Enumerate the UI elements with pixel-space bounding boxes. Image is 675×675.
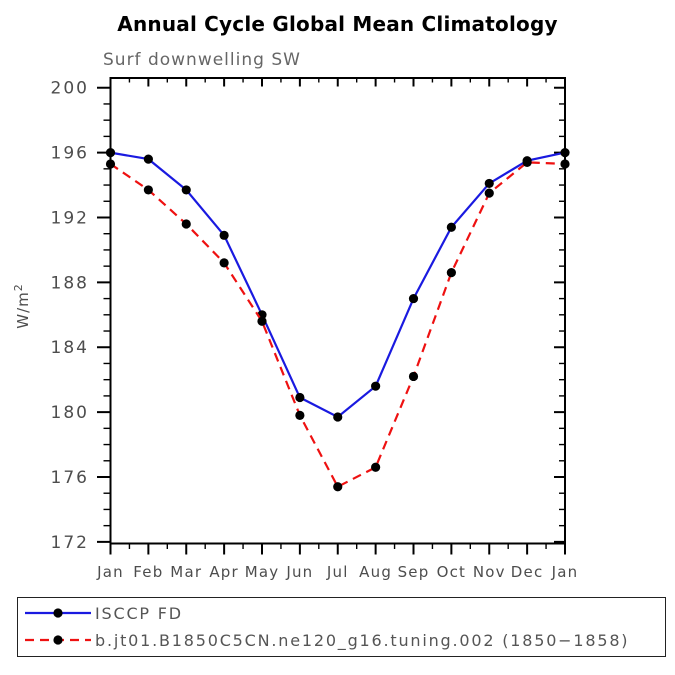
x-tick-label: Oct [437,563,467,581]
y-tick-label: 196 [51,144,89,164]
x-tick-label: Jun [285,563,313,581]
x-tick-label: Jul [326,563,349,581]
x-tick-label: Jan [551,563,579,581]
chart-subtitle: Surf downwelling SW [103,50,301,70]
data-point [484,178,494,189]
x-tick-label: Mar [170,563,202,581]
data-point [446,268,456,278]
data-point [143,154,153,164]
data-point [105,159,116,169]
y-tick-label: 176 [51,468,89,488]
legend-item-isccp-fd: ISCCP FD [22,601,183,625]
data-point [143,185,153,195]
x-tick-label: May [245,563,280,581]
y-tick-label: 180 [51,403,89,423]
data-point [219,230,229,240]
y-tick-label: 188 [51,273,89,293]
data-point [446,222,456,232]
y-tick-label: 172 [51,533,89,553]
legend-marker-dot [53,608,63,618]
data-point [295,410,305,420]
data-point [408,371,419,382]
data-point [484,188,494,198]
y-tick-label: 192 [51,208,89,228]
data-point [333,412,343,422]
legend-label-isccp-fd: ISCCP FD [95,603,183,623]
y-axis-title: W/m2 [12,283,32,329]
legend-item-model-run: b.jt01.B1850C5CN.ne120_g16.tuning.002 (1… [22,628,629,652]
legend-marker-dot [53,635,63,645]
data-point [560,159,570,169]
plot-frame [109,77,566,545]
data-point [333,482,343,492]
data-point [295,392,305,403]
x-tick-label: Aug [359,563,392,581]
x-tick-label: Sep [398,563,430,581]
x-tick-label: Apr [209,563,239,581]
data-point [181,185,191,195]
data-point [408,293,419,304]
series-line-isccp-fd [110,151,566,419]
x-tick-label: Nov [473,563,506,581]
x-tick-label: Jan [96,563,124,581]
legend-box: ISCCP FD b.jt01.B1850C5CN.ne120_g16.tuni… [17,597,666,657]
y-tick-label: 184 [51,338,89,358]
data-point [522,157,532,167]
data-point [371,462,381,472]
x-tick-label: Dec [511,563,544,581]
data-point [371,381,381,391]
data-point [257,316,267,326]
x-tick-label: Feb [133,563,163,581]
data-point [560,148,570,158]
chart-title: Annual Cycle Global Mean Climatology [117,12,558,36]
legend-label-model-run: b.jt01.B1850C5CN.ne120_g16.tuning.002 (1… [95,630,630,650]
legend-dashed-line-sample [25,635,91,645]
series-line-model-run [109,161,566,489]
legend-solid-line-sample [25,608,91,618]
data-point [181,219,191,229]
y-tick-label: 200 [51,79,89,99]
data-point [219,258,229,268]
data-point [105,148,116,158]
